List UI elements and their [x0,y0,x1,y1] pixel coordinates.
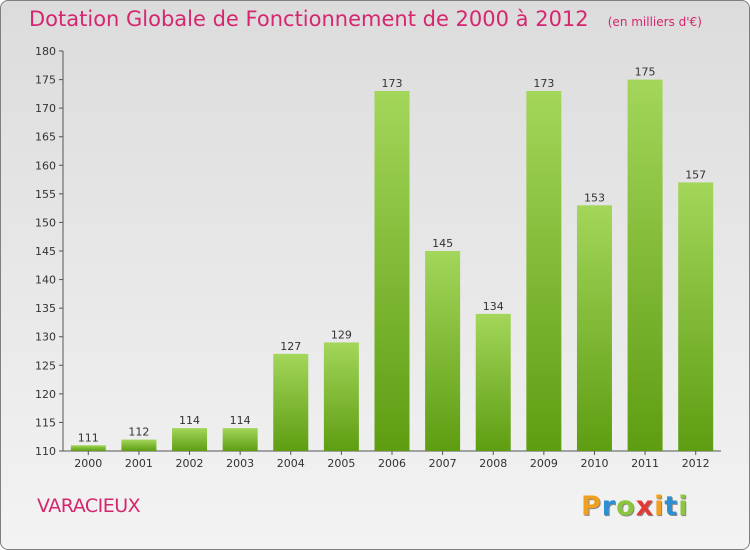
bar [526,91,562,451]
bar [627,79,663,452]
y-tick-label: 110 [35,445,56,458]
x-tick-label: 2006 [378,457,406,470]
commune-name: VARACIEUX [37,495,141,517]
y-tick-label: 130 [35,331,56,344]
brand-letter: t [664,491,679,522]
y-tick-label: 170 [35,102,56,115]
x-tick-label: 2003 [226,457,254,470]
bar [273,353,309,451]
y-tick-label: 125 [35,359,56,372]
x-tick-label: 2010 [580,457,608,470]
bar-value-label: 114 [230,414,251,427]
chart-unit: (en milliers d'€) [607,15,702,29]
x-tick-label: 2008 [479,457,507,470]
bar [172,428,208,451]
bar-value-label: 112 [128,426,149,439]
bar [121,439,157,451]
brand-letter: P [581,491,602,522]
bar [475,313,511,451]
brand-letter: i [678,491,689,522]
x-tick-label: 2005 [327,457,355,470]
bar-value-label: 111 [78,431,99,444]
x-tick-label: 2000 [74,457,102,470]
y-tick-label: 180 [35,45,56,58]
bar [576,205,612,451]
y-tick-label: 155 [35,188,56,201]
brand-letter: o [616,491,636,522]
y-tick-label: 175 [35,74,56,87]
y-tick-label: 145 [35,245,56,258]
bar-value-label: 157 [685,168,706,181]
chart-title-block: Dotation Globale de Fonctionnement de 20… [29,7,702,31]
bar-value-label: 145 [432,237,453,250]
y-tick-label: 140 [35,274,56,287]
y-tick-label: 120 [35,388,56,401]
chart-title: Dotation Globale de Fonctionnement de 20… [29,7,589,31]
bar-value-label: 173 [533,77,554,90]
x-tick-label: 2001 [125,457,153,470]
proxiti-logo: Proxiti [581,491,689,522]
bar [425,251,461,451]
x-tick-label: 2002 [176,457,204,470]
bar-value-label: 134 [483,300,504,313]
y-tick-label: 135 [35,302,56,315]
brand-letter: i [654,491,665,522]
x-tick-label: 2004 [277,457,305,470]
bar-value-label: 129 [331,328,352,341]
bar-value-label: 175 [635,66,656,79]
bar-value-label: 114 [179,414,200,427]
y-tick-label: 115 [35,416,56,429]
x-tick-label: 2012 [682,457,710,470]
bar [323,342,359,451]
x-tick-label: 2009 [530,457,558,470]
brand-letter: x [635,491,655,522]
x-tick-label: 2011 [631,457,659,470]
y-tick-label: 150 [35,216,56,229]
bar [70,445,106,451]
bar-value-label: 127 [280,340,301,353]
bar-value-label: 153 [584,191,605,204]
bar [222,428,258,451]
bar-value-label: 173 [382,77,403,90]
y-tick-label: 160 [35,159,56,172]
bar [678,182,714,451]
brand-letter: r [601,491,617,522]
x-tick-label: 2007 [429,457,457,470]
y-tick-label: 165 [35,131,56,144]
bar [374,91,410,451]
